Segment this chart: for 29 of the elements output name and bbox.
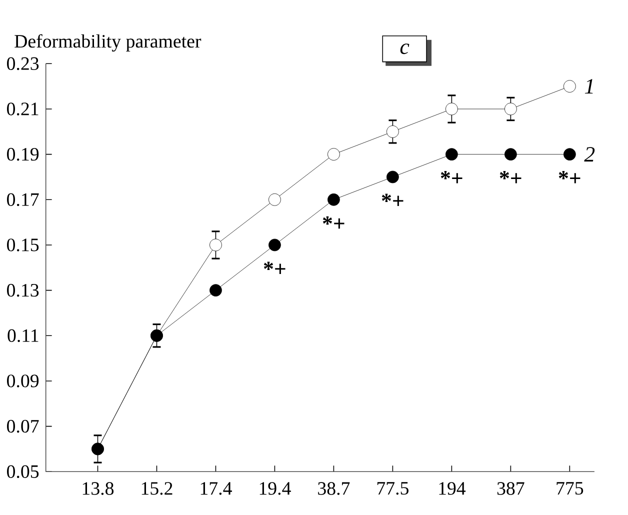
y-tick-label: 0.07: [7, 420, 39, 433]
x-tick-label: 77.5: [377, 482, 408, 495]
y-tick-label: 0.09: [7, 374, 39, 388]
y-axis-title: Deformability parameter: [14, 34, 202, 52]
text: c: [400, 44, 410, 54]
annotation: *+: [322, 216, 344, 229]
annotation: *+: [440, 171, 462, 184]
y-tick-label: 0.15: [7, 238, 39, 252]
annotation: *+: [264, 262, 286, 274]
x-tick-label: 17.4: [200, 482, 232, 495]
series-label: 2: [584, 147, 595, 162]
x-tick-label: 19.4: [260, 482, 291, 496]
x-tick-label: 194: [439, 482, 466, 495]
y-tick-label: 0.19: [7, 148, 39, 161]
x-tick-label: 15.2: [142, 482, 172, 496]
x-tick-label: 775: [556, 482, 584, 495]
y-tick-label: 0.23: [7, 57, 39, 70]
annotation: *+: [500, 171, 522, 184]
y-tick-label: 0.11: [8, 329, 38, 342]
annotation: *+: [558, 171, 580, 184]
y-tick-label: 0.05: [7, 465, 39, 478]
x-tick-label: 38.7: [318, 482, 350, 496]
series-label: 1: [584, 79, 593, 94]
y-tick-label: 0.17: [7, 193, 39, 206]
annotation: *+: [382, 194, 404, 206]
y-tick-label: 0.13: [7, 284, 39, 297]
x-tick-label: 387: [497, 482, 524, 496]
y-tick-label: 0.21: [7, 102, 38, 116]
x-tick-label: 13.8: [82, 482, 114, 496]
